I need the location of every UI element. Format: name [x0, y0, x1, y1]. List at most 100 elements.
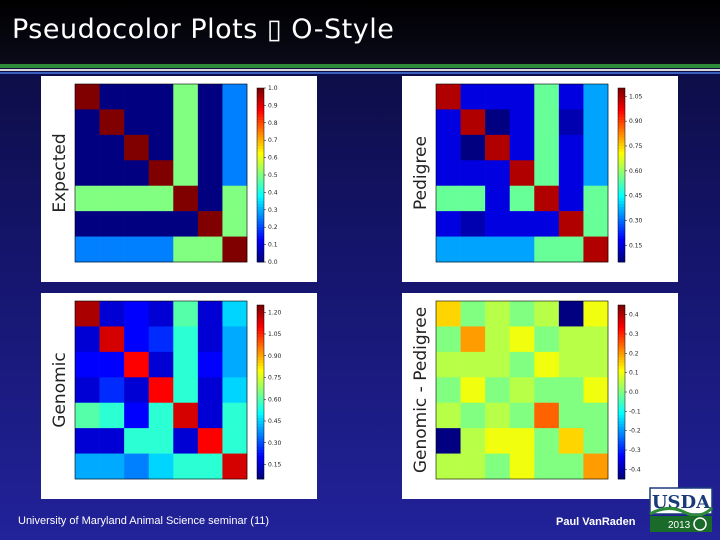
heatmap-cell: [75, 134, 100, 161]
heatmap-cell: [99, 134, 125, 161]
colorbar-segment: [257, 102, 264, 106]
colorbar-segment: [257, 415, 264, 419]
heatmap-cell: [460, 236, 486, 263]
heatmap-cell: [124, 453, 150, 480]
colorbar-segment: [618, 146, 625, 150]
heatmap-cell: [460, 185, 486, 212]
colorbar-segment: [618, 206, 625, 211]
colorbar-tick-label: 1.20: [268, 309, 282, 316]
colorbar-frame: [617, 87, 626, 263]
heatmap-cell: [509, 301, 535, 327]
heatmap-cell: [534, 84, 560, 110]
heatmap-cell: [583, 236, 609, 263]
heatmap-cell: [485, 134, 511, 161]
colorbar-segment: [257, 426, 264, 431]
footer-author: Paul VanRaden: [556, 516, 636, 528]
heatmap-cell: [124, 109, 150, 136]
heatmap-cell: [222, 160, 248, 187]
heatmap-cell: [436, 453, 461, 480]
colorbar-segment: [618, 151, 625, 156]
heatmap-cell: [173, 84, 199, 110]
colorbar-segment: [257, 180, 264, 185]
heatmap-cell: [124, 428, 150, 454]
colorbar-segment: [618, 467, 625, 471]
colorbar-segment: [618, 406, 625, 410]
heatmap-cell: [148, 377, 174, 404]
colorbar-segment: [618, 114, 625, 118]
heatmap-cell: [583, 211, 609, 237]
colorbar-segment: [618, 189, 625, 193]
heatmap-cell: [509, 326, 535, 353]
colorbar-segment: [257, 151, 264, 156]
colorbar-segment: [257, 313, 264, 317]
heatmap-cell: [583, 84, 609, 110]
colorbar-tick-label: 0.75: [268, 375, 282, 382]
heatmap-cell: [485, 236, 511, 263]
colorbar-tick-label: 0.9: [268, 102, 278, 109]
colorbar-segment: [618, 441, 625, 445]
colorbar-segment: [257, 377, 264, 381]
colorbar-segment: [618, 438, 625, 442]
colorbar-segment: [618, 455, 625, 460]
colorbar-segment: [618, 93, 625, 98]
colorbar-segment: [618, 157, 625, 161]
heatmap-cell: [148, 134, 174, 161]
heatmap-cell: [148, 211, 174, 237]
colorbar-segment: [257, 441, 264, 445]
colorbar-segment: [257, 233, 264, 237]
colorbar-segment: [257, 351, 264, 355]
heatmap-cell: [173, 377, 199, 404]
colorbar-segment: [618, 192, 625, 196]
heatmap-cell: [485, 185, 511, 212]
colorbar-segment: [618, 227, 625, 231]
colorbar-tick-label: 0.4: [268, 189, 278, 196]
heatmap-cell: [460, 211, 486, 237]
colorbar-segment: [257, 429, 264, 433]
heatmap-cell: [197, 211, 223, 237]
colorbar-segment: [257, 93, 264, 98]
colorbar-segment: [618, 383, 625, 387]
heatmap-cell: [534, 326, 560, 353]
colorbar-segment: [618, 397, 625, 402]
heatmap-cell: [485, 428, 511, 454]
heatmap-cell: [460, 326, 486, 353]
colorbar-segment: [257, 412, 264, 416]
colorbar-segment: [618, 166, 625, 170]
colorbar-segment: [257, 357, 264, 361]
colorbar-segment: [257, 336, 264, 341]
colorbar-segment: [618, 351, 625, 355]
heatmap-cell: [173, 211, 199, 237]
colorbar-segment: [618, 134, 625, 138]
colorbar-segment: [257, 137, 264, 141]
heatmap-frame: [74, 300, 248, 480]
heatmap-cell: [99, 377, 125, 404]
colorbar-segment: [618, 154, 625, 158]
colorbar-frame: [256, 304, 265, 480]
colorbar-segment: [618, 418, 625, 422]
colorbar-segment: [257, 365, 264, 370]
colorbar-segment: [618, 334, 625, 338]
heatmap-cell: [124, 185, 150, 212]
heatmap-cell: [197, 84, 223, 110]
colorbar-segment: [257, 227, 264, 231]
colorbar-segment: [618, 470, 625, 474]
colorbar-segment: [257, 212, 264, 216]
colorbar-segment: [257, 241, 264, 245]
colorbar-segment: [257, 172, 264, 176]
heatmap-cell: [197, 428, 223, 454]
colorbar-tick-label: 0.0: [629, 389, 639, 396]
colorbar-segment: [257, 363, 264, 367]
colorbar-tick-label: 0.0: [268, 259, 278, 266]
heatmap-cell: [99, 301, 125, 327]
colorbar-segment: [257, 455, 264, 460]
colorbar-segment: [618, 307, 625, 312]
colorbar-segment: [618, 177, 625, 182]
heatmap-cell: [460, 109, 486, 136]
colorbar-segment: [618, 423, 625, 428]
colorbar-segment: [618, 412, 625, 416]
heatmap-cell: [558, 326, 584, 353]
colorbar-segment: [618, 421, 625, 425]
colorbar-segment: [257, 186, 264, 190]
colorbar-tick-label: 0.90: [268, 353, 282, 360]
colorbar-segment: [618, 238, 625, 243]
